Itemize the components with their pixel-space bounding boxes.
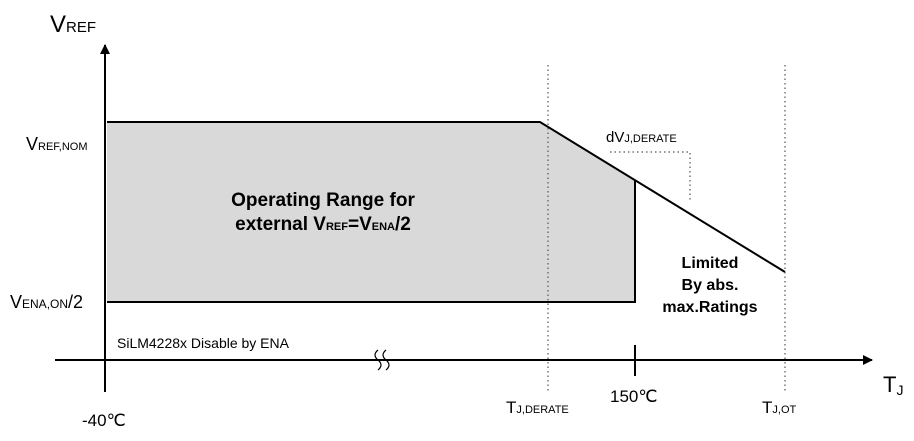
limited-label-1: Limited (682, 255, 739, 272)
x-min-label: -40℃ (82, 411, 126, 430)
region-label-2: external VREF=VENA/2 (235, 214, 411, 235)
operating-region (107, 122, 635, 302)
vref-curve (107, 121, 786, 273)
vena-on-label: VENA,ON/2 (10, 292, 83, 312)
region-border (107, 180, 636, 303)
axis-break (374, 349, 390, 371)
tj-ot-label: TJ,OT (762, 398, 797, 417)
x-axis-label: TJ (883, 372, 903, 398)
tj-derate-label: TJ,DERATE (506, 398, 569, 417)
x-max-label: 150℃ (610, 387, 657, 406)
y-axis-label: VREF (50, 11, 96, 38)
limited-label-2: By abs. (682, 277, 739, 294)
disable-label: SiLM4228x Disable by ENA (117, 335, 290, 351)
vref-nom-label: VREF,NOM (26, 134, 88, 154)
region-label-1: Operating Range for (231, 190, 415, 211)
limited-label-3: max.Ratings (662, 299, 757, 316)
dv-derate-label: dVJ,DERATE (606, 129, 677, 146)
